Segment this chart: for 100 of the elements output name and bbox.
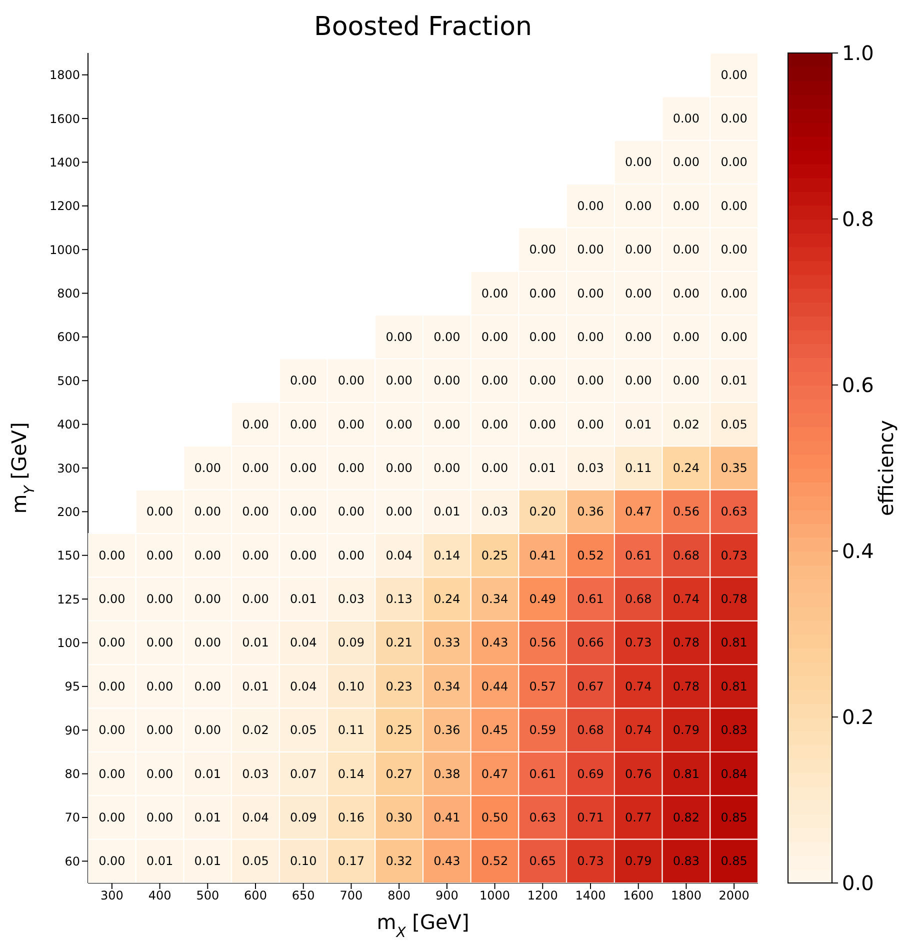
data-label: 0.11: [338, 723, 365, 738]
data-label: 0.09: [290, 810, 317, 824]
data-label: 0.65: [529, 854, 556, 868]
y-tick-label: 150: [57, 548, 80, 563]
data-label: 0.14: [338, 766, 365, 781]
data-label: 0.61: [577, 592, 604, 606]
data-label: 0.00: [290, 548, 317, 562]
data-label: 0.11: [625, 461, 652, 475]
data-label: 0.36: [434, 723, 460, 738]
y-tick-label: 125: [57, 592, 80, 606]
data-label: 0.00: [386, 330, 412, 344]
data-label: 0.00: [146, 766, 174, 781]
data-label: 0.77: [625, 810, 652, 824]
data-label: 0.01: [242, 636, 269, 650]
x-tick-label: 700: [340, 888, 363, 903]
y-tick-label: 70: [64, 810, 80, 825]
data-label: 0.41: [434, 810, 460, 824]
y-tick-label: 300: [57, 461, 80, 476]
data-label: 0.00: [481, 286, 508, 300]
data-label: 0.00: [98, 810, 126, 824]
data-label: 0.78: [672, 679, 700, 694]
data-label: 0.00: [338, 504, 365, 519]
data-label: 0.82: [672, 810, 700, 824]
data-label: 0.73: [625, 636, 652, 650]
y-tick-label: 600: [57, 330, 80, 344]
data-label: 0.61: [625, 548, 652, 562]
data-label: 0.52: [577, 548, 604, 562]
data-label: 0.05: [242, 854, 269, 868]
data-label: 0.04: [242, 810, 269, 824]
data-label: 0.83: [672, 854, 700, 868]
data-label: 0.00: [194, 504, 221, 519]
data-label: 0.00: [434, 374, 460, 388]
data-label: 0.00: [194, 461, 221, 475]
data-label: 0.00: [720, 155, 748, 170]
data-label: 0.47: [481, 766, 508, 781]
data-label: 0.04: [386, 548, 412, 562]
data-label: 0.03: [577, 461, 604, 475]
data-label: 0.16: [338, 810, 365, 824]
data-label: 0.00: [625, 198, 652, 213]
x-tick-label: 600: [244, 888, 267, 903]
data-label: 0.78: [672, 636, 700, 650]
data-label: 0.01: [434, 504, 460, 519]
x-tick-label: 1600: [623, 888, 654, 903]
data-label: 0.79: [625, 854, 652, 868]
x-tick-label: 650: [292, 888, 315, 903]
y-tick-label: 80: [64, 767, 80, 782]
data-label: 0.00: [146, 723, 174, 738]
y-tick-label: 1000: [49, 242, 80, 257]
data-label: 0.00: [242, 592, 269, 606]
data-label: 0.35: [720, 461, 748, 475]
data-label: 0.00: [146, 548, 174, 562]
data-label: 0.68: [625, 592, 652, 606]
data-label: 0.00: [625, 155, 652, 170]
data-label: 0.78: [720, 592, 748, 606]
data-label: 0.00: [529, 374, 556, 388]
data-label: 0.09: [338, 636, 365, 650]
data-label: 0.43: [481, 636, 508, 650]
data-label: 0.73: [720, 548, 748, 562]
data-label: 0.00: [338, 461, 365, 475]
data-label: 0.00: [720, 68, 748, 82]
data-label: 0.00: [720, 330, 748, 344]
data-label: 0.01: [194, 766, 221, 781]
data-label: 0.59: [529, 723, 556, 738]
data-label: 0.01: [720, 374, 748, 388]
data-label: 0.81: [672, 766, 700, 781]
data-label: 0.83: [720, 723, 748, 738]
data-label: 0.50: [481, 810, 508, 824]
data-label: 0.00: [194, 636, 221, 650]
data-label: 0.85: [720, 854, 748, 868]
y-tick-label: 95: [64, 680, 80, 694]
data-label: 0.24: [672, 461, 700, 475]
chart-title: Boosted Fraction: [313, 12, 533, 42]
data-label: 0.00: [481, 330, 508, 344]
data-label: 0.00: [338, 417, 365, 432]
y-tick-label: 100: [57, 636, 80, 650]
data-label: 0.23: [386, 679, 412, 694]
y-tick-label: 400: [57, 418, 80, 432]
data-label: 0.56: [529, 636, 556, 650]
data-label: 0.74: [672, 592, 700, 606]
data-label: 0.68: [672, 548, 700, 562]
y-tick-label: 1400: [49, 155, 80, 170]
x-tick-label: 1800: [670, 888, 702, 903]
data-label: 0.00: [146, 592, 174, 606]
data-label: 0.05: [290, 723, 317, 738]
x-tick-label: 1200: [527, 888, 558, 903]
data-label: 0.00: [529, 286, 556, 300]
data-label: 0.43: [434, 854, 460, 868]
data-label: 0.00: [577, 330, 604, 344]
data-label: 0.01: [146, 854, 174, 868]
data-label: 0.00: [290, 417, 317, 432]
data-label: 0.52: [481, 854, 508, 868]
data-label: 0.74: [625, 723, 652, 738]
data-label: 0.00: [98, 636, 126, 650]
data-label: 0.00: [386, 461, 412, 475]
data-label: 0.63: [529, 810, 556, 824]
data-label: 0.00: [577, 198, 604, 213]
data-label: 0.25: [481, 548, 508, 562]
data-label: 0.00: [290, 461, 317, 475]
data-label: 0.00: [98, 592, 126, 606]
x-tick-label: 1400: [575, 888, 606, 903]
